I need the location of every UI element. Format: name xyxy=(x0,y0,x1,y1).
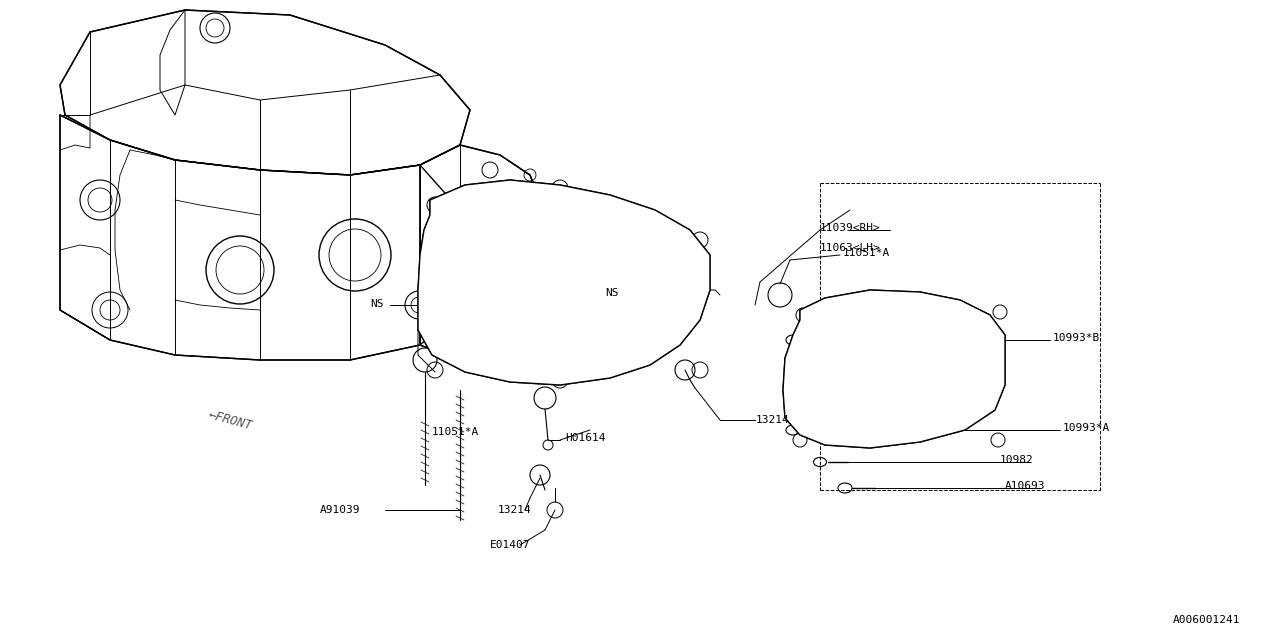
Text: A10693: A10693 xyxy=(1005,481,1046,491)
Polygon shape xyxy=(60,115,460,360)
Polygon shape xyxy=(420,145,540,360)
Text: 10993*A: 10993*A xyxy=(1062,423,1110,433)
Polygon shape xyxy=(783,290,1005,448)
Text: 13214: 13214 xyxy=(498,505,531,515)
Text: H01614: H01614 xyxy=(564,433,605,443)
Text: E01407: E01407 xyxy=(490,540,530,550)
Text: A006001241: A006001241 xyxy=(1172,615,1240,625)
Text: NS: NS xyxy=(370,299,384,309)
Text: NS: NS xyxy=(605,288,618,298)
Text: 10982: 10982 xyxy=(1000,455,1034,465)
Polygon shape xyxy=(60,10,470,175)
Text: 11063<LH>: 11063<LH> xyxy=(820,243,881,253)
Text: A91039: A91039 xyxy=(320,505,361,515)
Text: 10993*B: 10993*B xyxy=(1053,333,1101,343)
Text: 13214: 13214 xyxy=(756,415,790,425)
Text: 11051*A: 11051*A xyxy=(844,248,891,258)
Polygon shape xyxy=(419,180,710,385)
Text: 11051*A: 11051*A xyxy=(433,427,479,437)
Text: 11039<RH>: 11039<RH> xyxy=(820,223,881,233)
Text: ←FRONT: ←FRONT xyxy=(206,408,253,432)
